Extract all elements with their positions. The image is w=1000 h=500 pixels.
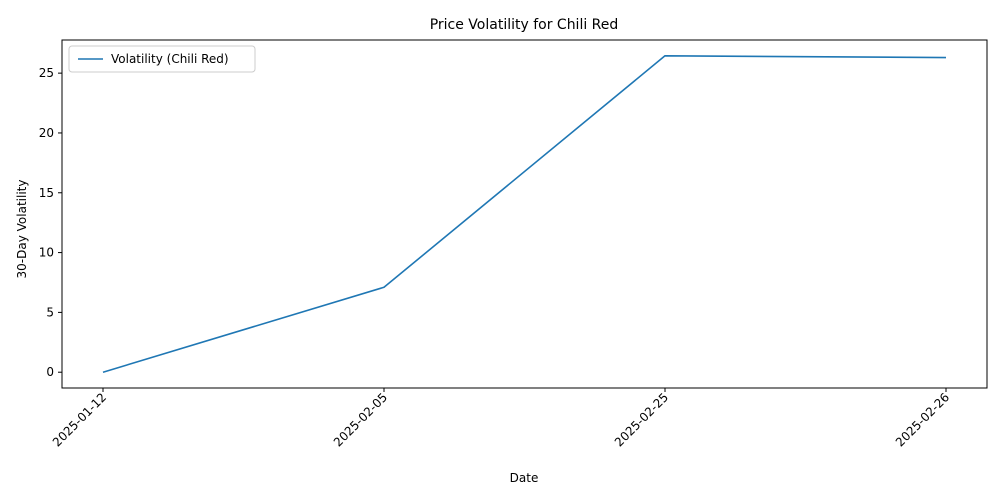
plot-frame bbox=[61, 39, 988, 389]
y-axis-label: 30-Day Volatility bbox=[15, 180, 29, 279]
y-tick-label: 25 bbox=[39, 66, 54, 80]
y-tick-label: 10 bbox=[39, 246, 54, 260]
legend: Volatility (Chili Red) bbox=[68, 45, 256, 73]
plot-area: 0 5 10 15 20 25 2025-01-12 2025-02-05 2025-02-25… bbox=[39, 39, 988, 449]
x-axis-label: Date bbox=[510, 471, 539, 485]
y-tick-label: 20 bbox=[39, 126, 54, 140]
y-tick-label: 15 bbox=[39, 186, 54, 200]
x-tick-label: 2025-02-26 bbox=[893, 390, 952, 449]
x-tick-label: 2025-02-25 bbox=[612, 390, 671, 449]
legend-label: Volatility (Chili Red) bbox=[111, 52, 229, 66]
legend-box bbox=[68, 45, 256, 73]
y-tick-label: 5 bbox=[46, 305, 54, 319]
chart-title: Price Volatility for Chili Red bbox=[430, 17, 619, 33]
series-line bbox=[102, 54, 947, 373]
x-tick-label: 2025-02-05 bbox=[331, 390, 390, 449]
x-tick-label: 2025-01-12 bbox=[50, 390, 109, 449]
y-tick-label: 0 bbox=[46, 365, 54, 379]
